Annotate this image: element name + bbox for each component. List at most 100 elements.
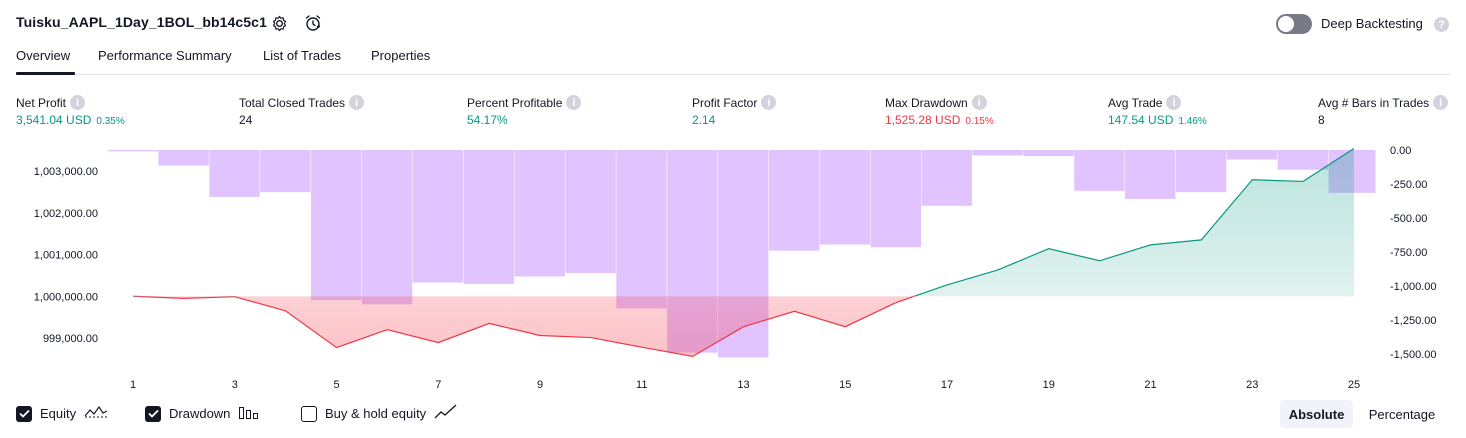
info-icon[interactable]: i (70, 95, 86, 110)
buy-hold-checkbox[interactable] (301, 405, 317, 422)
profit-factor-value: 2.14 (692, 113, 716, 127)
tab-overview[interactable]: Overview (16, 48, 71, 63)
info-icon[interactable]: i (566, 95, 582, 110)
drawdown-bar (616, 150, 667, 309)
percent-profitable-value: 54.17% (467, 113, 508, 127)
drawdown-bar (209, 150, 260, 197)
equity-line (132, 147, 1355, 357)
x-axis-tick-label: 11 (636, 379, 647, 391)
profit-factor-label: Profit Factor i (692, 95, 777, 110)
x-axis-tick-label: 15 (839, 379, 851, 391)
right-axis-tick-label: -1,500.00 (1390, 349, 1436, 361)
right-axis-tick-label: -500.00 (1390, 213, 1427, 225)
drawdown-bar (921, 150, 972, 206)
right-axis-tick-label: -1,250.00 (1390, 315, 1436, 327)
equity-line-icon (84, 404, 108, 423)
info-icon[interactable]: i (349, 95, 365, 110)
info-icon[interactable]: i (1166, 95, 1182, 110)
total-closed-trades-label: Total Closed Trades i (239, 95, 365, 110)
max-drawdown-value: 1,525.28 USD 0.15% (885, 113, 994, 127)
equity-line-loss (132, 296, 917, 357)
left-axis-tick-label: 1,003,000.00 (34, 166, 98, 178)
absolute-button[interactable]: Absolute (1280, 400, 1353, 428)
drawdown-bar (1023, 150, 1074, 157)
drawdown-bar (361, 150, 413, 305)
x-axis-tick-label: 17 (941, 379, 953, 391)
buy-hold-legend-label: Buy & hold equity (325, 406, 427, 421)
strategy-title: Tuisku_AAPL_1Day_1BOL_bb14c5c1 (16, 14, 267, 30)
alarm-clock-icon[interactable] (303, 13, 323, 33)
info-icon[interactable]: i (971, 95, 987, 110)
legend-equity[interactable]: Equity (16, 404, 108, 423)
drawdown-bar (108, 150, 158, 152)
drawdown-bar (768, 150, 820, 251)
equity-profit-area (133, 148, 1354, 297)
drawdown-bar (1125, 150, 1176, 199)
info-icon[interactable]: i (761, 95, 777, 110)
drawdown-bar (1226, 150, 1278, 160)
drawdown-bar (1277, 150, 1329, 170)
legend-drawdown[interactable]: Drawdown (145, 404, 260, 423)
percentage-button[interactable]: Percentage (1368, 406, 1436, 422)
x-axis: 1 3 5 7 9 11 13 15 17 19 21 23 25 (130, 379, 1360, 391)
drawdown-legend-label: Drawdown (169, 406, 231, 421)
avg-trade-label: Avg Trade i (1108, 95, 1182, 110)
net-profit-value: 3,541.04 USD 0.35% (16, 113, 125, 127)
equity-checkbox[interactable] (16, 405, 32, 422)
avg-bars-value: 8 (1318, 113, 1325, 127)
net-profit-label: Net Profit i (16, 95, 86, 110)
right-axis-tick-label: 0.00 (1390, 145, 1411, 157)
x-axis-tick-label: 23 (1246, 379, 1258, 391)
x-axis-tick-label: 21 (1144, 379, 1156, 391)
right-axis: 0.00 -250.00 -500.00 -750.00 -1,000.00 -1,250… (1390, 145, 1436, 361)
drawdown-bar (311, 150, 362, 301)
percent-profitable-label: Percent Profitable i (467, 95, 582, 110)
gear-icon[interactable] (269, 13, 289, 33)
legend-buy-hold[interactable]: Buy & hold equity (301, 404, 458, 423)
deep-backtesting-toggle[interactable] (1276, 14, 1312, 34)
drawdown-bar (972, 150, 1023, 156)
right-axis-tick-label: -750.00 (1390, 247, 1427, 259)
right-axis-tick-label: -1,000.00 (1390, 281, 1436, 293)
drawdown-bar (158, 150, 209, 166)
deep-backtesting-label: Deep Backtesting (1321, 16, 1423, 31)
max-drawdown-label: Max Drawdown i (885, 95, 987, 110)
drawdown-bar (870, 150, 922, 248)
left-axis-tick-label: 999,000.00 (43, 333, 98, 345)
avg-bars-label: Avg # Bars in Trades i (1318, 95, 1449, 110)
left-axis-tick-label: 1,001,000.00 (34, 250, 98, 262)
info-icon[interactable]: i (1433, 95, 1449, 110)
x-axis-tick-label: 7 (435, 379, 441, 391)
x-axis-tick-label: 19 (1043, 379, 1055, 391)
x-axis-tick-label: 25 (1348, 379, 1360, 391)
x-axis-tick-label: 13 (737, 379, 749, 391)
x-axis-tick-label: 5 (333, 379, 339, 391)
drawdown-bar (565, 150, 616, 274)
drawdown-bar (1175, 150, 1227, 193)
active-tab-indicator (16, 72, 75, 75)
tab-performance-summary[interactable]: Performance Summary (98, 48, 232, 63)
x-axis-tick-label: 3 (232, 379, 238, 391)
left-axis-tick-label: 1,002,000.00 (34, 208, 98, 220)
equity-line-profit (133, 147, 1355, 297)
tab-properties[interactable]: Properties (371, 48, 431, 63)
equity-drawdown-chart[interactable]: 1,003,000.00 1,002,000.00 1,001,000.00 1,00… (0, 140, 1466, 396)
tab-list-of-trades[interactable]: List of Trades (263, 48, 342, 63)
avg-trade-value: 147.54 USD 1.46% (1108, 113, 1207, 127)
x-axis-tick-label: 1 (130, 379, 136, 391)
left-axis: 1,003,000.00 1,002,000.00 1,001,000.00 1,00… (34, 166, 98, 345)
drawdown-bar (1074, 150, 1125, 191)
drawdown-bar (260, 150, 311, 193)
drawdown-bar (514, 150, 565, 277)
help-icon[interactable]: ? (1434, 17, 1449, 32)
drawdown-bar (819, 150, 871, 245)
drawdown-checkbox[interactable] (145, 405, 161, 422)
right-axis-tick-label: -250.00 (1390, 179, 1427, 191)
equity-legend-label: Equity (40, 406, 77, 421)
x-axis-tick-label: 9 (537, 379, 543, 391)
left-axis-tick-label: 1,000,000.00 (34, 291, 98, 303)
trend-line-icon (434, 404, 458, 423)
tabs-divider (16, 74, 1450, 75)
total-closed-trades-value: 24 (239, 113, 253, 127)
drawdown-bar (463, 150, 515, 284)
